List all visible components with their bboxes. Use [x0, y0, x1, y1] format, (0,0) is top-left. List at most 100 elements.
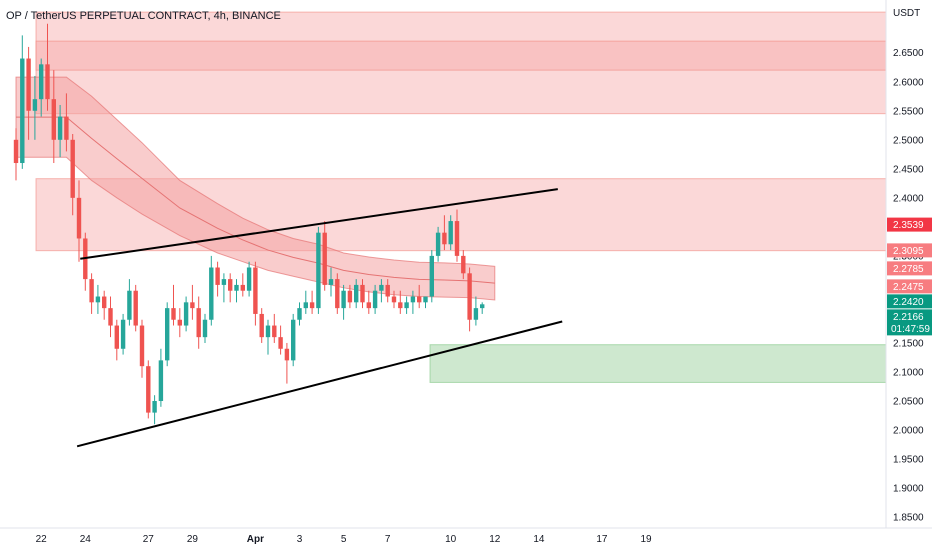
candle[interactable] [347, 284, 353, 309]
price-tag [887, 261, 932, 276]
candle[interactable] [20, 35, 25, 169]
candle[interactable] [221, 273, 227, 303]
candle[interactable] [291, 313, 296, 367]
candle[interactable] [39, 58, 44, 117]
candle[interactable] [284, 342, 290, 384]
candle[interactable] [26, 46, 31, 140]
candle[interactable] [316, 226, 321, 314]
candle-body [202, 319, 208, 338]
candle[interactable] [253, 261, 258, 326]
candle[interactable] [190, 284, 195, 320]
candle[interactable] [328, 267, 334, 297]
candles-layer[interactable] [13, 23, 485, 425]
candle-body [228, 279, 233, 291]
candle[interactable] [448, 215, 453, 251]
candle[interactable] [202, 313, 208, 343]
candle[interactable] [265, 319, 271, 355]
candle[interactable] [183, 296, 189, 332]
candle[interactable] [404, 296, 409, 314]
candle[interactable] [234, 279, 239, 303]
candle-body [309, 302, 315, 309]
candle[interactable] [335, 273, 340, 314]
candle[interactable] [108, 296, 113, 338]
candle[interactable] [473, 296, 479, 326]
trendlines-layer[interactable] [76, 188, 563, 448]
candle[interactable] [341, 284, 346, 320]
candle[interactable] [45, 23, 50, 111]
candle[interactable] [398, 290, 403, 314]
candle-body [64, 116, 69, 140]
trendline-1[interactable] [76, 320, 563, 448]
candle[interactable] [240, 273, 245, 297]
candle[interactable] [442, 215, 447, 251]
candle-body [347, 290, 353, 303]
candle[interactable] [120, 313, 126, 355]
candle[interactable] [51, 70, 56, 164]
candle[interactable] [133, 284, 138, 332]
candle[interactable] [158, 348, 164, 407]
candle[interactable] [391, 290, 397, 309]
candle[interactable] [454, 209, 460, 262]
candle[interactable] [360, 279, 365, 309]
candle-body [379, 284, 384, 291]
time-tick-label: 14 [533, 534, 545, 545]
candle[interactable] [32, 75, 38, 140]
candle[interactable] [83, 232, 88, 291]
candle-body [385, 284, 390, 297]
candle[interactable] [171, 284, 176, 326]
candle[interactable] [303, 290, 308, 314]
candle[interactable] [89, 273, 94, 314]
candle[interactable] [246, 261, 252, 297]
price-tick-label: 2.6000 [893, 77, 924, 88]
candle[interactable] [435, 226, 441, 262]
candle[interactable] [379, 279, 384, 303]
candle[interactable] [102, 290, 107, 320]
candle[interactable] [461, 250, 466, 280]
trendline-0[interactable] [80, 188, 558, 260]
candle-countdown-label: 01:47:59 [891, 324, 930, 335]
candle[interactable] [372, 284, 378, 314]
candle[interactable] [64, 93, 69, 152]
candle-body [473, 308, 479, 320]
candle-body [480, 304, 485, 309]
candle[interactable] [385, 279, 390, 303]
supply-zone-0 [35, 11, 887, 115]
candle[interactable] [480, 302, 485, 314]
candle[interactable] [165, 302, 170, 367]
candle[interactable] [410, 290, 416, 314]
candle[interactable] [196, 296, 201, 349]
time-axis[interactable]: 22 24 27 29 Apr 3 5 7 10 12 14 17 19 [36, 534, 652, 545]
candle[interactable] [272, 313, 277, 343]
candle-body [146, 366, 151, 413]
candle[interactable] [152, 395, 157, 425]
candle[interactable] [423, 296, 428, 309]
candle[interactable] [417, 284, 422, 309]
candle[interactable] [209, 255, 214, 326]
candle[interactable] [467, 267, 472, 332]
candle[interactable] [354, 279, 359, 309]
candle[interactable] [278, 325, 283, 355]
candle[interactable] [297, 302, 302, 326]
candle[interactable] [215, 261, 220, 297]
candle[interactable] [70, 133, 75, 216]
candle[interactable] [146, 360, 151, 419]
candle-body [196, 308, 201, 338]
candle[interactable] [366, 290, 371, 314]
time-tick-label: 3 [297, 534, 303, 545]
candle[interactable] [322, 221, 327, 291]
candle[interactable] [228, 273, 233, 303]
price-axis-unit: USDT [893, 8, 920, 19]
candle[interactable] [13, 128, 19, 181]
candle[interactable] [127, 279, 132, 326]
candle[interactable] [139, 319, 145, 378]
candle[interactable] [57, 104, 63, 158]
candle-body [366, 302, 371, 309]
candle[interactable] [177, 308, 182, 338]
candle[interactable] [429, 250, 434, 303]
candle[interactable] [76, 180, 82, 262]
candle[interactable] [259, 308, 264, 343]
candle[interactable] [95, 284, 101, 314]
candle[interactable] [114, 319, 119, 361]
candle[interactable] [309, 290, 315, 314]
